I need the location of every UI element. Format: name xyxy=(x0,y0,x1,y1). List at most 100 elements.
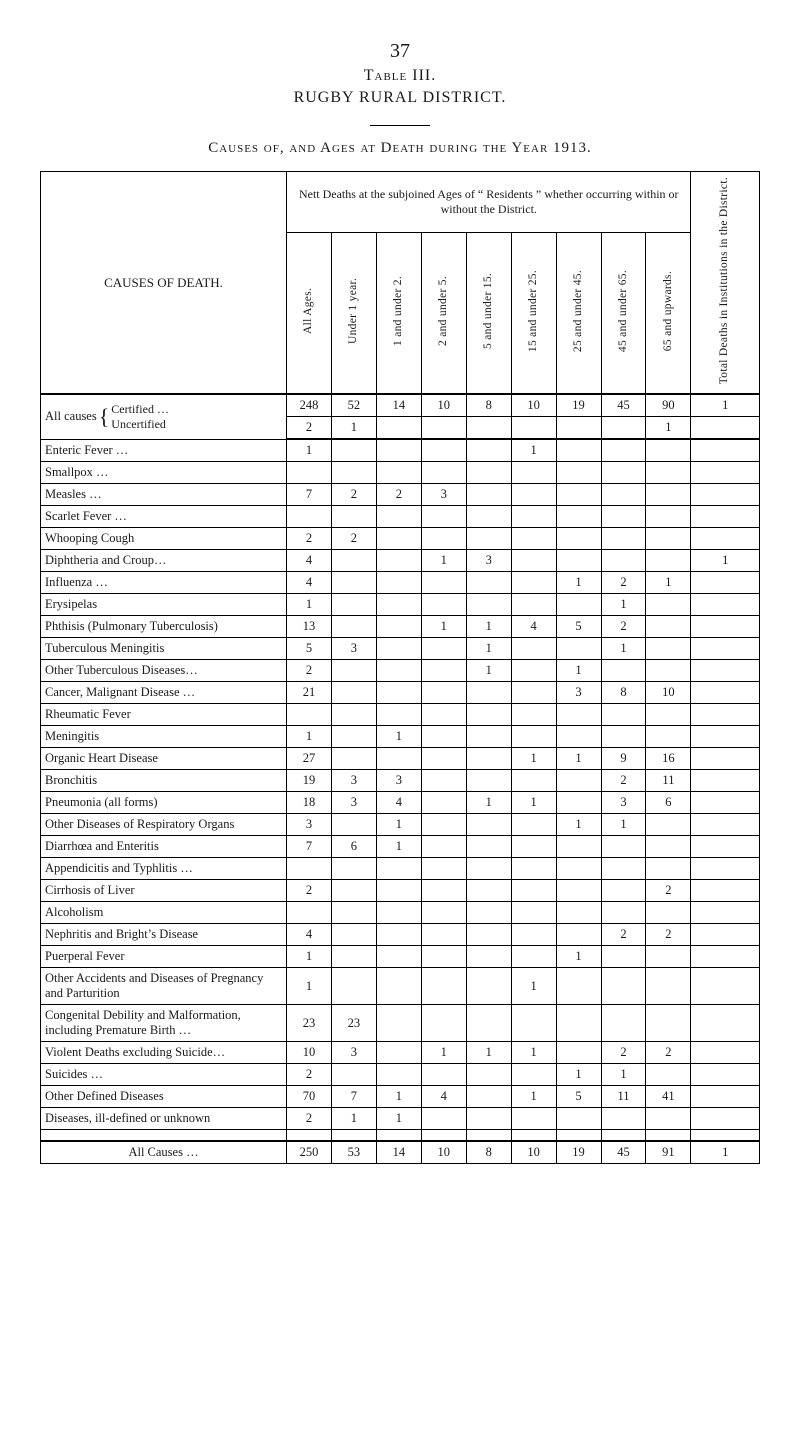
totals-v5: 10 xyxy=(511,1141,556,1164)
value-cell: 1 xyxy=(466,660,511,682)
value-cell xyxy=(421,1064,466,1086)
table-row: Pneumonia (all forms)18341136 xyxy=(41,792,760,814)
value-cell xyxy=(287,704,332,726)
value-cell: 1 xyxy=(556,660,601,682)
table-row: Alcoholism xyxy=(41,902,760,924)
age-col-1-label: Under 1 year. xyxy=(347,269,361,353)
value-cell xyxy=(646,836,691,858)
value-cell: 2 xyxy=(331,484,376,506)
table-row: Other Defined Diseases70714151141 xyxy=(41,1086,760,1108)
value-cell xyxy=(331,880,376,902)
value-cell xyxy=(421,880,466,902)
value-cell: 18 xyxy=(287,792,332,814)
totals-v1: 53 xyxy=(331,1141,376,1164)
cause-cell: Nephritis and Bright’s Disease xyxy=(41,924,287,946)
value-cell xyxy=(376,880,421,902)
table-row: Tuberculous Meningitis5311 xyxy=(41,638,760,660)
value-cell xyxy=(421,858,466,880)
cause-cell: Diphtheria and Croup… xyxy=(41,550,287,572)
value-cell: 8 xyxy=(601,682,646,704)
value-cell: 1 xyxy=(287,439,332,462)
cause-cell: Whooping Cough xyxy=(41,528,287,550)
value-cell xyxy=(646,968,691,1005)
value-cell: 5 xyxy=(287,638,332,660)
value-cell: 13 xyxy=(287,616,332,638)
inst-cell xyxy=(691,682,760,704)
value-cell: 1 xyxy=(287,946,332,968)
value-cell xyxy=(331,858,376,880)
value-cell xyxy=(376,748,421,770)
value-cell xyxy=(421,660,466,682)
inst-cell xyxy=(691,638,760,660)
value-cell xyxy=(466,880,511,902)
totals-v3: 10 xyxy=(421,1141,466,1164)
table-row: Influenza …4121 xyxy=(41,572,760,594)
age-col-0-label: All Ages. xyxy=(302,269,316,353)
inst-cell: 1 xyxy=(691,550,760,572)
totals-body: All Causes … 250 53 14 10 8 10 19 45 91 … xyxy=(41,1130,760,1164)
allcauses-uncert-v5 xyxy=(511,417,556,440)
value-cell xyxy=(376,572,421,594)
value-cell xyxy=(466,770,511,792)
value-cell xyxy=(331,924,376,946)
value-cell xyxy=(646,484,691,506)
value-cell xyxy=(646,550,691,572)
cause-cell: Diarrhœa and Enteritis xyxy=(41,836,287,858)
value-cell xyxy=(331,616,376,638)
value-cell xyxy=(376,594,421,616)
allcauses-cert-v8: 90 xyxy=(646,394,691,417)
all-causes-prefix: All causes xyxy=(45,410,97,424)
age-col-6-label: 25 and under 45. xyxy=(572,268,586,354)
value-cell xyxy=(466,594,511,616)
inst-cell xyxy=(691,792,760,814)
value-cell xyxy=(466,814,511,836)
value-cell xyxy=(511,902,556,924)
value-cell: 1 xyxy=(421,550,466,572)
value-cell xyxy=(601,968,646,1005)
value-cell xyxy=(376,550,421,572)
value-cell: 1 xyxy=(376,1086,421,1108)
value-cell: 4 xyxy=(287,924,332,946)
value-cell xyxy=(511,682,556,704)
value-cell xyxy=(466,704,511,726)
value-cell xyxy=(331,572,376,594)
allcauses-cert-v4: 8 xyxy=(466,394,511,417)
value-cell: 1 xyxy=(601,594,646,616)
value-cell xyxy=(601,726,646,748)
value-cell xyxy=(421,462,466,484)
value-cell xyxy=(331,439,376,462)
value-cell xyxy=(646,528,691,550)
value-cell: 3 xyxy=(466,550,511,572)
value-cell xyxy=(556,528,601,550)
value-cell xyxy=(511,594,556,616)
value-cell xyxy=(511,836,556,858)
value-cell xyxy=(511,550,556,572)
cause-cell: Influenza … xyxy=(41,572,287,594)
value-cell xyxy=(421,946,466,968)
cause-cell: Other Diseases of Respiratory Organs xyxy=(41,814,287,836)
value-cell: 3 xyxy=(331,638,376,660)
value-cell: 1 xyxy=(287,726,332,748)
value-cell: 1 xyxy=(511,439,556,462)
table-row: Nephritis and Bright’s Disease422 xyxy=(41,924,760,946)
value-cell xyxy=(556,770,601,792)
table-row: Bronchitis1933211 xyxy=(41,770,760,792)
value-cell xyxy=(331,946,376,968)
table-row: Other Accidents and Diseases of Pregnanc… xyxy=(41,968,760,1005)
value-cell xyxy=(331,594,376,616)
inst-cell xyxy=(691,594,760,616)
value-cell xyxy=(601,484,646,506)
allcauses-cert-v1: 52 xyxy=(331,394,376,417)
value-cell: 7 xyxy=(287,836,332,858)
value-cell xyxy=(601,462,646,484)
value-cell xyxy=(376,1005,421,1042)
cause-cell: Diseases, ill-defined or unknown xyxy=(41,1108,287,1130)
mortality-table: CAUSES OF DEATH. Nett Deaths at the subj… xyxy=(40,171,760,1164)
value-cell xyxy=(601,439,646,462)
inst-cell xyxy=(691,1108,760,1130)
inst-cell xyxy=(691,506,760,528)
value-cell: 23 xyxy=(331,1005,376,1042)
table-row: Organic Heart Disease2711916 xyxy=(41,748,760,770)
value-cell: 9 xyxy=(601,748,646,770)
allcauses-uncert-v6 xyxy=(556,417,601,440)
